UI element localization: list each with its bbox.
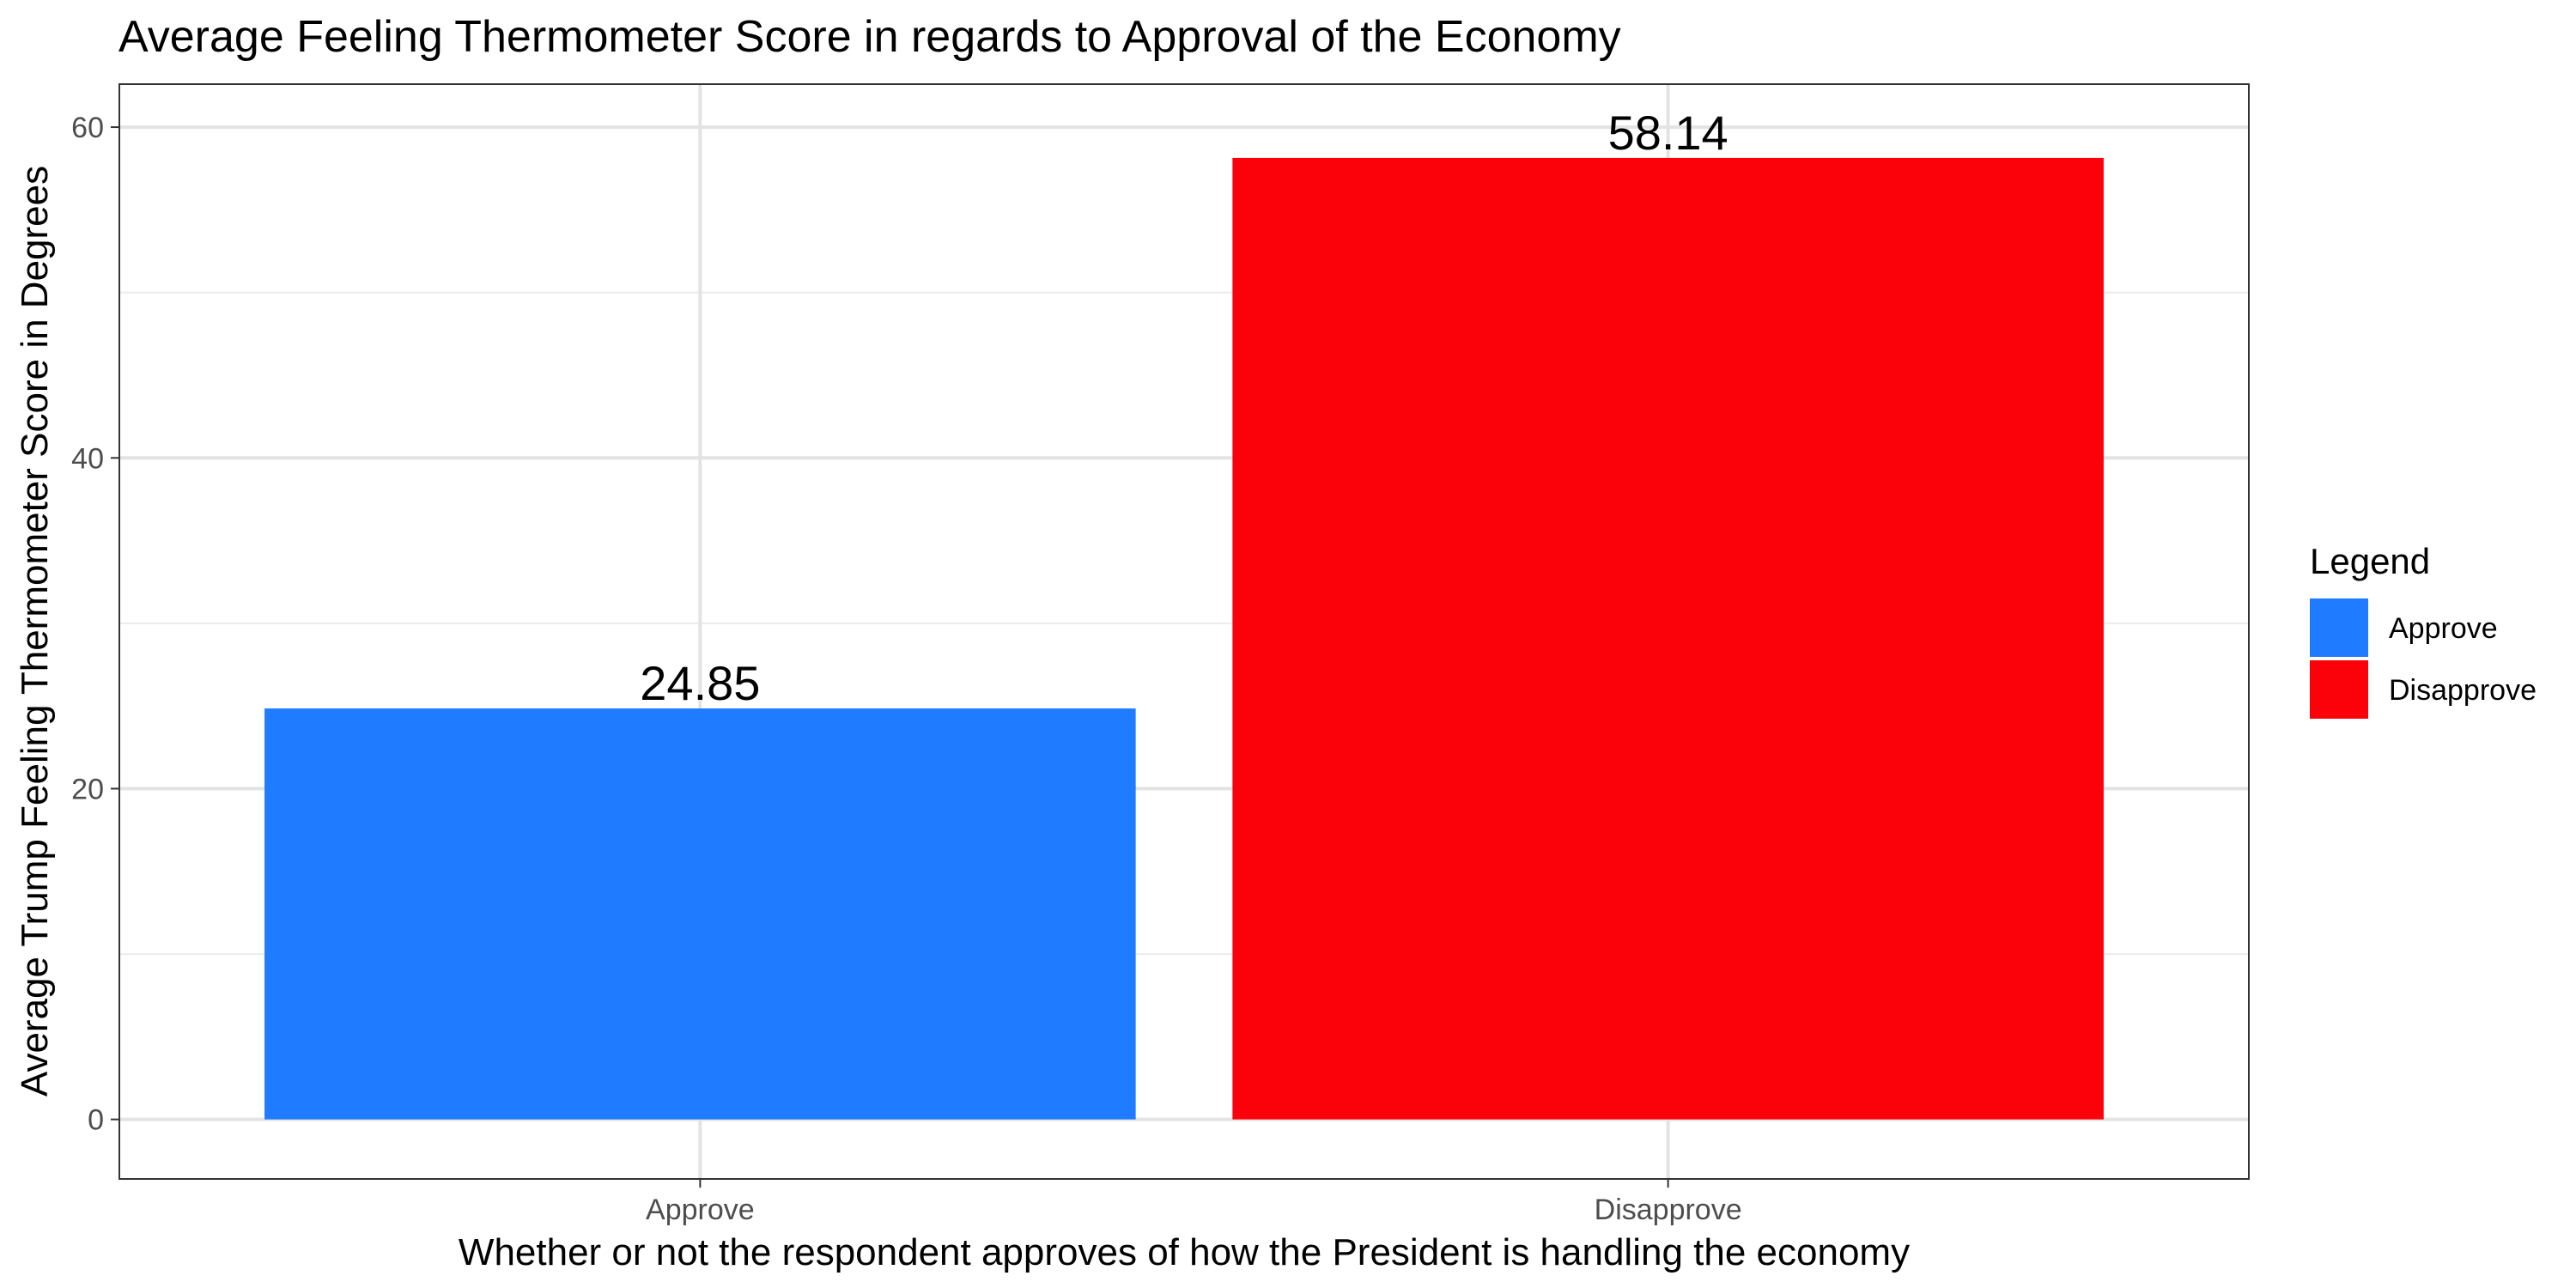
legend: Legend Approve Disapprove	[2310, 541, 2537, 719]
bar-disapprove	[1232, 158, 2104, 1120]
y-tick-label: 0	[88, 1104, 104, 1137]
data-label-approve: 24.85	[640, 656, 760, 710]
legend-label-disapprove: Disapprove	[2389, 674, 2537, 707]
x-axis-title: Whether or not the respondent approves o…	[459, 1231, 1910, 1273]
legend-key-approve	[2310, 598, 2368, 657]
x-tick-label-disapprove: Disapprove	[1595, 1194, 1742, 1226]
y-axis-title: Average Trump Feeling Thermometer Score …	[14, 166, 56, 1097]
y-tick-label: 60	[71, 112, 104, 144]
data-label-disapprove: 58.14	[1608, 106, 1728, 160]
bar-approve	[264, 708, 1136, 1120]
y-tick-label: 20	[71, 773, 104, 805]
chart-title: Average Feeling Thermometer Score in reg…	[118, 12, 1621, 62]
x-tick-label-approve: Approve	[646, 1194, 755, 1226]
legend-title: Legend	[2310, 541, 2430, 581]
y-tick-label: 40	[71, 442, 104, 475]
legend-key-disapprove	[2310, 660, 2368, 719]
legend-label-approve: Approve	[2389, 612, 2498, 645]
